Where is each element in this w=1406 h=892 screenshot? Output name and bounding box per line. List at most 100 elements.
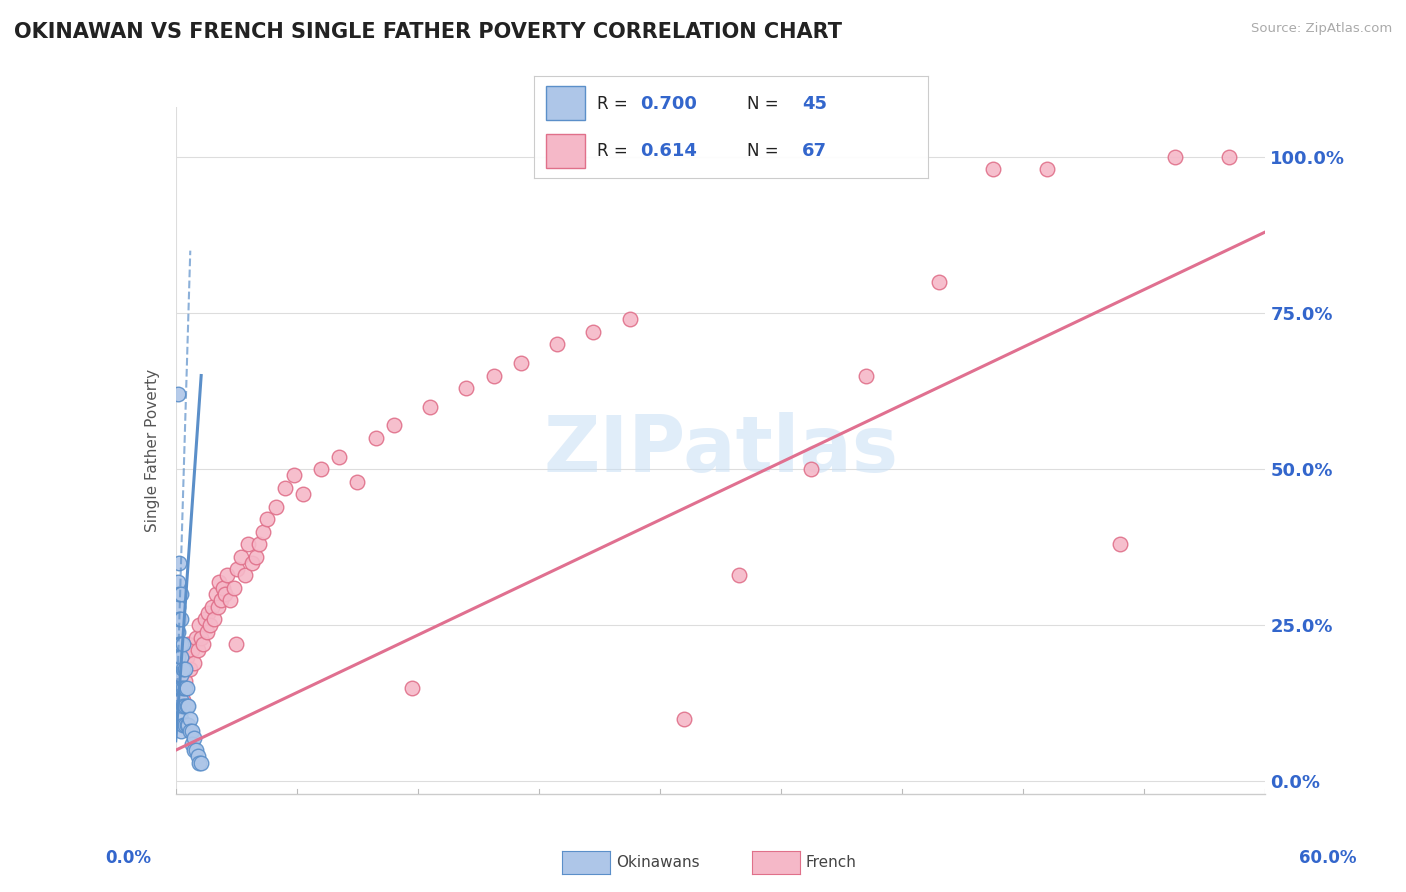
Text: N =: N = [747,95,779,112]
Point [482,368,505,383]
Point [176,681,198,695]
Point [186,749,209,764]
Point [194,612,217,626]
Text: R =: R = [598,142,628,160]
Point [382,418,405,433]
Point [188,618,211,632]
Point [166,649,188,664]
Text: N =: N = [747,142,779,160]
Point [170,668,193,682]
Point [169,637,191,651]
Point [170,681,193,695]
Point [176,718,198,732]
Point [176,699,198,714]
Point [346,475,368,489]
Point [181,643,204,657]
Point [509,356,531,370]
Point [191,637,214,651]
Text: R =: R = [598,95,628,112]
Point [207,599,229,614]
Text: ZIPatlas: ZIPatlas [543,412,898,489]
Point [183,656,205,670]
Point [274,481,297,495]
Point [166,599,188,614]
Point [215,568,238,582]
Point [172,718,194,732]
Point [200,618,222,632]
Point [181,724,204,739]
Point [170,724,193,739]
Text: 60.0%: 60.0% [1299,849,1357,867]
Point [204,587,226,601]
Point [291,487,314,501]
Point [226,562,249,576]
Text: 67: 67 [801,142,827,160]
Point [238,537,260,551]
Text: Okinawans: Okinawans [616,855,699,870]
Point [619,312,641,326]
Point [170,637,193,651]
Point [172,662,194,676]
Point [197,606,219,620]
Point [928,275,950,289]
Point [177,718,200,732]
Point [673,712,696,726]
Point [169,681,191,695]
Point [170,693,193,707]
Point [169,699,191,714]
Point [170,612,193,626]
Point [219,593,242,607]
Point [177,637,200,651]
Point [247,537,270,551]
Point [170,668,193,682]
Text: 0.0%: 0.0% [105,849,152,867]
FancyBboxPatch shape [546,87,585,120]
Point [169,556,191,570]
FancyBboxPatch shape [546,135,585,168]
Point [727,568,749,582]
Point [166,574,188,589]
Point [800,462,823,476]
Point [173,699,195,714]
Point [401,681,423,695]
Text: 0.614: 0.614 [641,142,697,160]
Point [202,612,225,626]
Point [170,649,193,664]
Point [188,756,211,770]
Point [169,587,191,601]
Point [222,581,245,595]
Point [173,681,195,695]
Point [184,743,207,757]
Point [256,512,278,526]
Point [179,662,201,676]
Point [328,450,350,464]
Point [195,624,218,639]
Point [176,649,198,664]
Point [231,549,253,564]
Point [233,568,256,582]
Y-axis label: Single Father Poverty: Single Father Poverty [145,369,160,532]
Point [172,693,194,707]
Point [166,699,188,714]
Text: OKINAWAN VS FRENCH SINGLE FATHER POVERTY CORRELATION CHART: OKINAWAN VS FRENCH SINGLE FATHER POVERTY… [14,22,842,42]
Point [170,712,193,726]
Point [855,368,877,383]
Point [456,381,478,395]
Point [177,699,200,714]
Point [181,737,204,751]
Point [981,162,1004,177]
Point [364,431,387,445]
Point [170,587,193,601]
Point [1036,162,1059,177]
Point [245,549,267,564]
Point [172,637,194,651]
Point [214,587,236,601]
Point [169,681,191,695]
Point [264,500,287,514]
Point [309,462,332,476]
Point [173,674,195,689]
Point [283,468,305,483]
Point [179,724,201,739]
Point [546,337,568,351]
Point [212,581,235,595]
